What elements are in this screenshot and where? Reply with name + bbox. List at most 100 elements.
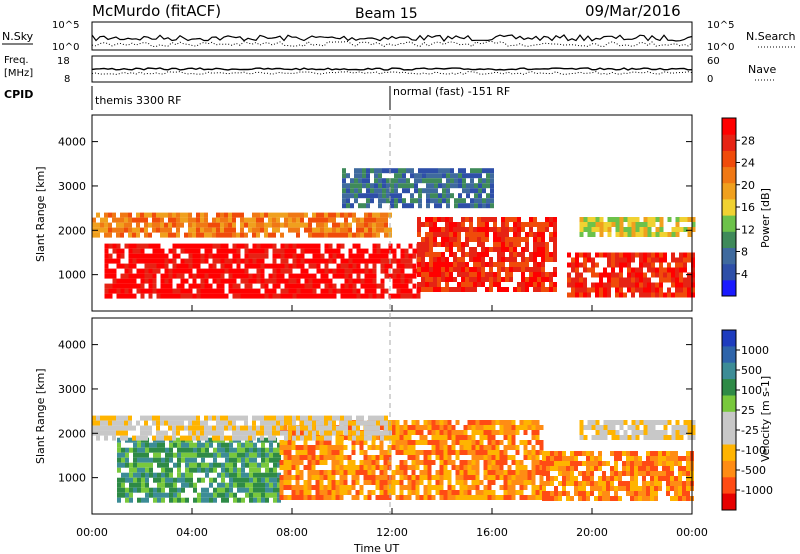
heatmap-cell-band-1 — [429, 272, 433, 277]
heatmap-cell-band-1 — [549, 232, 553, 237]
y-tick-label: 4000 — [58, 339, 86, 352]
heatmap-cell-band-0 — [112, 268, 117, 274]
heatmap-cell-band-0 — [180, 268, 185, 274]
heatmap-cell-band-1 — [489, 262, 493, 267]
heatmap-cell-band-1 — [455, 475, 460, 480]
heatmap-cell-band-0 — [117, 487, 121, 493]
heatmap-cell-band-0 — [156, 293, 161, 299]
heatmap-cell-band-0 — [257, 477, 261, 483]
heatmap-cell-band-2 — [666, 481, 670, 486]
heatmap-cell-band-3 — [368, 415, 372, 421]
heatmap-cell-band-0 — [149, 442, 153, 448]
heatmap-cell-band-3 — [176, 430, 180, 436]
heatmap-cell-band-5 — [438, 168, 442, 174]
heatmap-cell-band-2 — [583, 262, 587, 268]
heatmap-cell-band-0 — [265, 462, 269, 468]
heatmap-cell-band-1 — [399, 495, 404, 500]
heatmap-cell-band-2 — [691, 257, 695, 263]
heatmap-cell-band-3 — [172, 222, 176, 228]
heatmap-cell-band-0 — [272, 253, 277, 259]
heatmap-cell-band-1 — [307, 465, 312, 470]
heatmap-cell-band-0 — [221, 462, 225, 468]
heatmap-cell-band-1 — [433, 287, 437, 292]
heatmap-cell-band-3 — [332, 212, 336, 218]
heatmap-cell-band-5 — [466, 173, 470, 179]
heatmap-cell-band-0 — [136, 253, 141, 259]
heatmap-cell-band-0 — [216, 293, 221, 299]
heatmap-cell-band-1 — [467, 440, 472, 445]
heatmap-cell-band-3 — [340, 425, 344, 431]
heatmap-cell-band-0 — [348, 263, 353, 269]
heatmap-cell-band-2 — [591, 282, 595, 288]
heatmap-cell-band-2 — [650, 476, 654, 481]
heatmap-cell-band-1 — [439, 485, 444, 490]
heatmap-cell-band-0 — [168, 293, 173, 299]
heatmap-cell-band-1 — [283, 420, 288, 425]
heatmap-cell-band-0 — [225, 467, 229, 473]
heatmap-cell-band-0 — [145, 482, 149, 488]
heatmap-cell-band-2 — [686, 471, 690, 476]
heatmap-cell-band-4 — [587, 227, 592, 232]
heatmap-cell-band-1 — [407, 475, 412, 480]
heatmap-cell-band-1 — [379, 495, 384, 500]
heatmap-cell-band-2 — [599, 282, 603, 288]
heatmap-cell-band-0 — [152, 278, 157, 284]
heatmap-cell-band-0 — [225, 497, 229, 503]
heatmap-cell-band-2 — [574, 476, 578, 481]
heatmap-cell-band-1 — [327, 485, 332, 490]
heatmap-cell-band-5 — [362, 168, 366, 174]
heatmap-cell-band-1 — [287, 450, 292, 455]
heatmap-cell-band-1 — [391, 445, 396, 450]
heatmap-cell-band-1 — [507, 495, 512, 500]
heatmap-cell-band-3 — [368, 232, 372, 238]
heatmap-cell-band-1 — [331, 460, 336, 465]
heatmap-cell-band-1 — [531, 475, 536, 480]
heatmap-cell-band-1 — [331, 495, 336, 500]
heatmap-cell-band-1 — [491, 420, 496, 425]
heatmap-cell-band-4 — [643, 232, 648, 237]
heatmap-cell-band-3 — [140, 217, 144, 223]
heatmap-cell-band-2 — [606, 476, 610, 481]
heatmap-cell-band-3 — [196, 232, 200, 238]
heatmap-cell-band-1 — [371, 475, 376, 480]
heatmap-cell-band-4 — [615, 232, 620, 237]
heatmap-cell-band-1 — [451, 465, 456, 470]
nsky-tick-high: 10^5 — [52, 20, 79, 31]
heatmap-cell-band-3 — [240, 232, 244, 238]
heatmap-cell-band-1 — [421, 222, 425, 227]
heatmap-cell-band-1 — [427, 440, 432, 445]
heatmap-cell-band-0 — [312, 278, 317, 284]
heatmap-cell-band-1 — [383, 470, 388, 475]
heatmap-cell-band-0 — [160, 263, 165, 269]
heatmap-cell-band-1 — [295, 465, 300, 470]
heatmap-cell-band-1 — [469, 267, 473, 272]
heatmap-cell-band-1 — [493, 242, 497, 247]
heatmap-cell-band-1 — [391, 435, 396, 440]
heatmap-cell-band-5 — [418, 203, 422, 209]
heatmap-cell-band-0 — [181, 452, 185, 458]
heatmap-cell-band-0 — [157, 462, 161, 468]
heatmap-cell-band-0 — [212, 243, 217, 249]
heatmap-cell-band-5 — [462, 168, 466, 174]
heatmap-cell-band-2 — [550, 481, 554, 486]
heatmap-cell-band-1 — [415, 485, 420, 490]
heatmap-cell-band-1 — [497, 242, 501, 247]
heatmap-cell-band-1 — [527, 495, 532, 500]
heatmap-cell-band-1 — [363, 460, 368, 465]
heatmap-cell-band-3 — [144, 232, 148, 238]
heatmap-cell-band-2 — [643, 287, 647, 293]
heatmap-cell-band-0 — [137, 477, 141, 483]
heatmap-cell-band-1 — [473, 267, 477, 272]
heatmap-cell-band-0 — [340, 268, 345, 274]
heatmap-cell-band-2 — [634, 491, 638, 496]
heatmap-cell-band-0 — [340, 273, 345, 279]
heatmap-cell-band-1 — [303, 455, 308, 460]
heatmap-cell-band-0 — [316, 283, 321, 289]
heatmap-cell-band-4 — [675, 425, 680, 430]
heatmap-cell-band-0 — [280, 263, 285, 269]
heatmap-cell-band-0 — [240, 243, 245, 249]
heatmap-cell-band-1 — [391, 485, 396, 490]
heatmap-cell-band-2 — [546, 496, 550, 501]
heatmap-cell-band-1 — [447, 470, 452, 475]
heatmap-cell-band-0 — [133, 477, 137, 483]
